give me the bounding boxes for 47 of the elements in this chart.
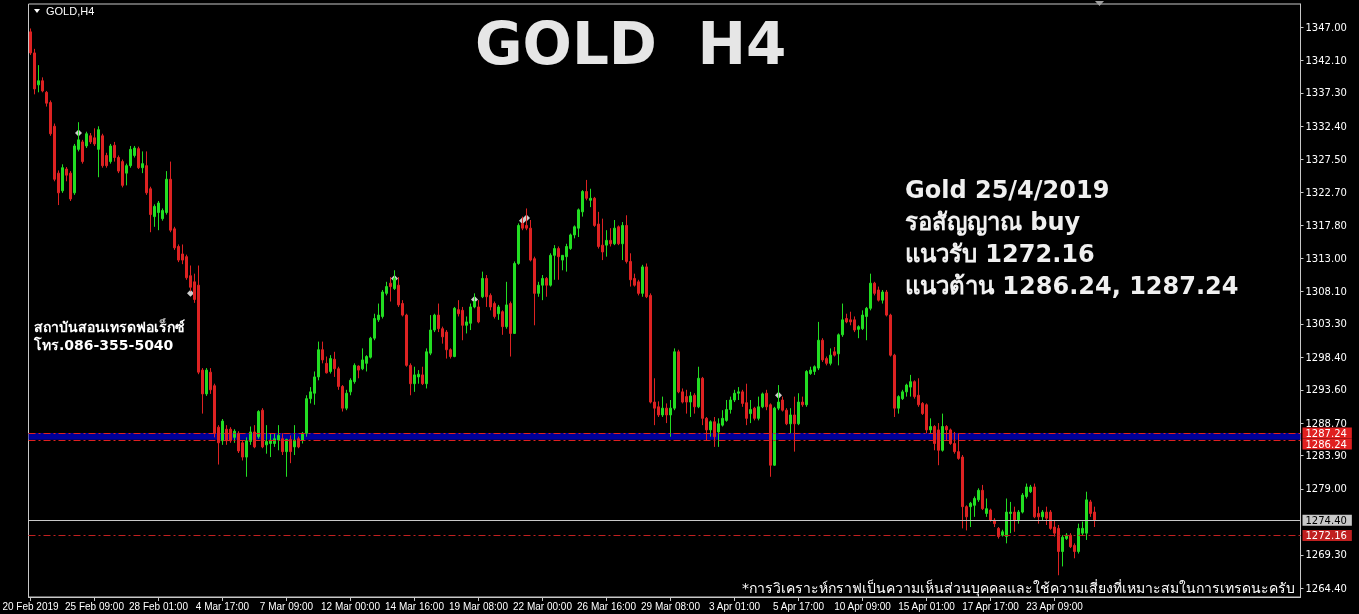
x-tick-label: 20 Feb 2019 [2, 600, 60, 612]
ref-line-label: 1287.24 [1305, 427, 1347, 439]
ref-line-label: 1286.24 [1305, 438, 1347, 450]
y-tick-label: 1313.00 [1305, 252, 1347, 264]
annotation: รอสัญญาณ buy [905, 208, 1081, 236]
y-tick-label: 1347.00 [1305, 21, 1347, 33]
y-tick-label: 1342.10 [1305, 54, 1347, 66]
y-tick-label: 1283.90 [1305, 450, 1347, 462]
y-tick-label: 1317.80 [1305, 219, 1347, 231]
x-tick-label: 7 Mar 09:00 [259, 600, 314, 612]
x-tick-label: 26 Mar 16:00 [577, 600, 637, 612]
annotation: GOLD,H4 [46, 5, 95, 17]
y-tick-label: 1298.40 [1305, 351, 1347, 363]
y-tick-label: 1288.70 [1305, 417, 1347, 429]
ref-line-label: 1272.16 [1305, 529, 1347, 541]
annotation: แนวต้าน 1286.24, 1287.24 [905, 272, 1239, 300]
x-tick-label: 14 Mar 16:00 [385, 600, 445, 612]
x-tick-label: 4 Mar 17:00 [195, 600, 250, 612]
annotation: โทร.086-355-5040 [33, 336, 174, 353]
x-tick-label: 28 Feb 01:00 [129, 600, 189, 612]
annotation: *การวิเคราะห์กราฟเป็นความเห็นส่วนบุคคลและใช้ความเสี่ยงที่เหมาะสมในการเทรดนะครับ [742, 579, 1295, 597]
x-tick-label: 10 Apr 09:00 [834, 600, 892, 612]
y-tick-label: 1279.00 [1305, 483, 1347, 495]
x-tick-label: 17 Apr 17:00 [962, 600, 1020, 612]
y-tick-label: 1332.40 [1305, 120, 1347, 132]
y-tick-label: 1327.50 [1305, 154, 1347, 166]
x-tick-label: 12 Mar 00:00 [321, 600, 381, 612]
y-tick-label: 1337.30 [1305, 87, 1347, 99]
annotation: แนวรับ 1272.16 [905, 240, 1095, 268]
y-tick-label: 1264.40 [1305, 582, 1347, 594]
annotation: สถาบันสอนเทรดฟอเร็กซ์ [34, 318, 185, 335]
y-tick-label: 1293.60 [1305, 384, 1347, 396]
x-tick-label: 5 Apr 17:00 [772, 600, 825, 612]
y-tick-label: 1322.70 [1305, 186, 1347, 198]
x-tick-label: 3 Apr 01:00 [708, 600, 761, 612]
x-tick-label: 15 Apr 01:00 [898, 600, 956, 612]
x-tick-label: 23 Apr 09:00 [1026, 600, 1084, 612]
x-tick-label: 29 Mar 08:00 [641, 600, 701, 612]
y-tick-label: 1303.30 [1305, 318, 1347, 330]
chart-title: GOLD H4 [475, 10, 787, 78]
ref-line-label: 1274.40 [1305, 514, 1347, 526]
annotation: Gold 25/4/2019 [905, 176, 1110, 204]
y-tick-label: 1308.10 [1305, 285, 1347, 297]
y-tick-label: 1269.30 [1305, 549, 1347, 561]
x-tick-label: 22 Mar 00:00 [513, 600, 573, 612]
x-tick-label: 19 Mar 08:00 [449, 600, 509, 612]
x-tick-label: 25 Feb 09:00 [65, 600, 125, 612]
